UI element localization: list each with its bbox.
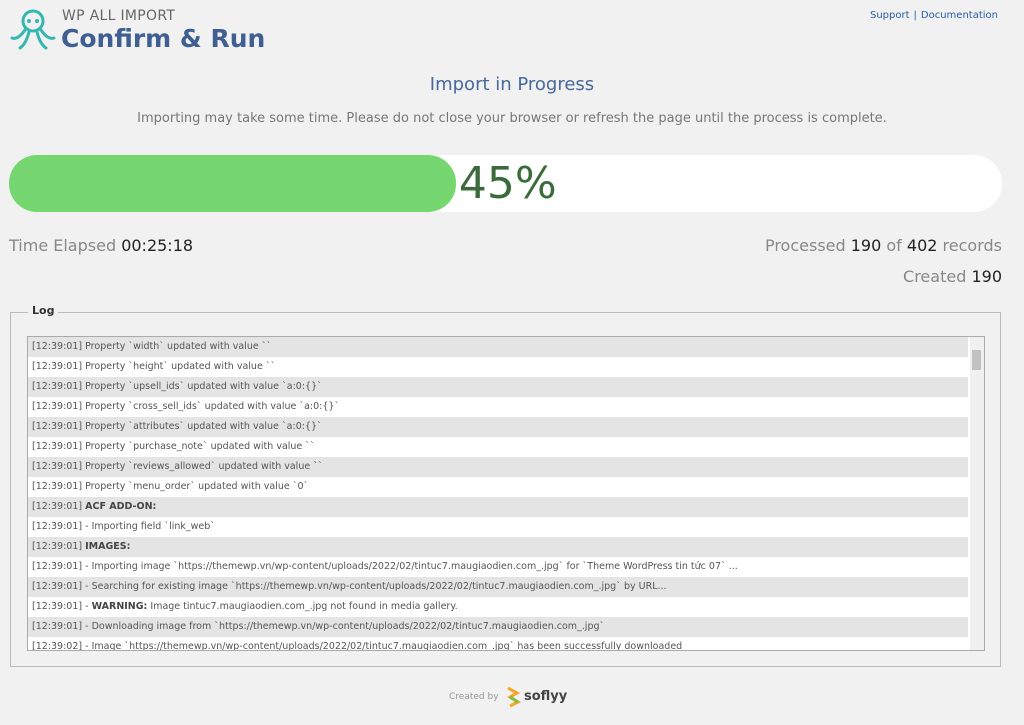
- created: Created 190: [903, 267, 1002, 286]
- log-text: Image tintuc7.maugiaodien.com_.jpg not f…: [150, 601, 458, 612]
- scrollbar-thumb[interactable]: [972, 350, 981, 370]
- log-row: [12:39:01] Property `purchase_note` upda…: [28, 437, 968, 457]
- log-row: [12:39:01] IMAGES:: [28, 537, 968, 557]
- log-row: [12:39:01] - Downloading image from `htt…: [28, 617, 968, 637]
- log-time: [12:39:01]: [32, 341, 83, 352]
- scrollbar[interactable]: [970, 337, 984, 650]
- support-link[interactable]: Support: [870, 10, 910, 21]
- value: 190: [971, 267, 1002, 286]
- log-text: Property `menu_order` updated with value…: [85, 481, 309, 492]
- log-row: [12:39:01] Property `height` updated wit…: [28, 357, 968, 377]
- log-text: Property `cross_sell_ids` updated with v…: [85, 401, 340, 412]
- value: 00:25:18: [121, 236, 194, 255]
- log-text: - Image `https://themewp.vn/wp-content/u…: [85, 641, 683, 651]
- log-text: - Importing image `https://themewp.vn/wp…: [85, 561, 738, 572]
- log-row: [12:39:01] Property `menu_order` updated…: [28, 477, 968, 497]
- log-text: Property `attributes` updated with value…: [85, 421, 322, 432]
- label: of: [886, 236, 902, 255]
- documentation-link[interactable]: Documentation: [920, 10, 998, 21]
- status-title: Import in Progress: [429, 74, 595, 95]
- log-legend: Log: [28, 304, 59, 317]
- log-time: [12:39:01]: [32, 521, 83, 532]
- progress-fill: [9, 155, 456, 212]
- log-strong: WARNING:: [91, 601, 148, 612]
- log-row: [12:39:01] - Importing image `https://th…: [28, 557, 968, 577]
- brand: WP ALL IMPORT: [62, 8, 176, 24]
- label: Time Elapsed: [9, 236, 117, 255]
- log-row: [12:39:01] - Importing field `link_web`: [28, 517, 968, 537]
- log-time: [12:39:01]: [32, 441, 83, 452]
- log-row: [12:39:01] ACF ADD-ON:: [28, 497, 968, 517]
- soflyy-brand: soflyy: [524, 689, 568, 704]
- header-links: Support | Documentation: [868, 10, 1000, 21]
- processed: Processed 190 of 402 records: [765, 236, 1002, 255]
- value: 402: [906, 236, 938, 255]
- log-time: [12:39:01]: [32, 361, 83, 372]
- log-time: [12:39:01]: [32, 541, 83, 552]
- time-elapsed: Time Elapsed 00:25:18: [9, 236, 193, 255]
- log-time: [12:39:01]: [32, 621, 83, 632]
- log-time: [12:39:01]: [32, 381, 83, 392]
- log-strong: ACF ADD-ON:: [85, 501, 157, 512]
- log-time: [12:39:01]: [32, 561, 83, 572]
- created-by: Created by: [449, 692, 499, 702]
- log-row: [12:39:01] - Searching for existing imag…: [28, 577, 968, 597]
- label: records: [942, 236, 1002, 255]
- log-time: [12:39:01]: [32, 461, 83, 472]
- log-text: Property `reviews_allowed` updated with …: [85, 461, 323, 472]
- log-text: Property `purchase_note` updated with va…: [85, 441, 315, 452]
- log-time: [12:39:01]: [32, 581, 83, 592]
- log-fieldset: [10, 312, 1001, 667]
- log-row: [12:39:01] Property `attributes` updated…: [28, 417, 968, 437]
- separator: |: [913, 10, 917, 21]
- log-text: - Searching for existing image `https://…: [85, 581, 667, 592]
- log-time: [12:39:01]: [32, 421, 83, 432]
- log-strong: IMAGES:: [85, 541, 131, 552]
- log-time: [12:39:01]: [32, 401, 83, 412]
- log-text: Property `height` updated with value ``: [85, 361, 276, 372]
- status-notice: Importing may take some time. Please do …: [137, 111, 887, 126]
- log-list: [12:39:01] Property `width` updated with…: [27, 336, 985, 651]
- log-row: [12:39:01] Property `cross_sell_ids` upd…: [28, 397, 968, 417]
- log-time: [12:39:01]: [32, 481, 83, 492]
- log-text: Property `upsell_ids` updated with value…: [85, 381, 322, 392]
- progress-label: 45%: [458, 158, 557, 209]
- label: Created: [903, 267, 967, 286]
- log-time: [12:39:01]: [32, 501, 83, 512]
- log-time: [12:39:02]: [32, 641, 83, 651]
- logo: [10, 9, 56, 50]
- log-time: [12:39:01]: [32, 601, 83, 612]
- log-text: - Downloading image from `https://themew…: [85, 621, 605, 632]
- log-row: [12:39:01] Property `reviews_allowed` up…: [28, 457, 968, 477]
- progress-bar: [9, 155, 1002, 212]
- log-row: [12:39:01] Property `width` updated with…: [28, 337, 968, 357]
- page-title: Confirm & Run: [61, 24, 266, 53]
- soflyy-icon: [507, 686, 521, 708]
- log-row: [12:39:01] - WARNING: Image tintuc7.maug…: [28, 597, 968, 617]
- log-row: [12:39:02] - Image `https://themewp.vn/w…: [28, 637, 968, 651]
- log-text: Property `width` updated with value ``: [85, 341, 272, 352]
- log-text: - Importing field `link_web`: [85, 521, 216, 532]
- label: Processed: [764, 236, 846, 255]
- log-lead: -: [85, 601, 89, 612]
- value: 190: [850, 236, 882, 255]
- log-row: [12:39:01] Property `upsell_ids` updated…: [28, 377, 968, 397]
